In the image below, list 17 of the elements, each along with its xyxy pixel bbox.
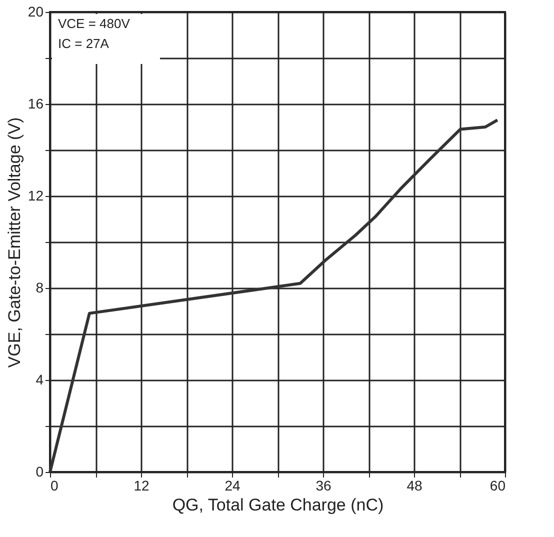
line-series xyxy=(48,118,499,474)
y-tick-label: 12 xyxy=(28,188,44,204)
y-tick-label: 0 xyxy=(36,464,44,480)
x-tick-label: 36 xyxy=(316,478,332,494)
x-tick-label: 48 xyxy=(406,478,422,494)
x-tick-label: 24 xyxy=(224,478,240,494)
x-tick-label: 60 xyxy=(490,478,506,494)
y-tick-label: 8 xyxy=(36,280,44,296)
y-tick-label: 4 xyxy=(36,372,44,388)
y-tick-label: 16 xyxy=(28,96,44,112)
y-axis-title: VGE, Gate-to-Emitter Voltage (V) xyxy=(4,117,24,368)
x-tick-label: 0 xyxy=(50,478,58,494)
x-axis-title: QG, Total Gate Charge (nC) xyxy=(172,496,384,514)
y-tick-label: 20 xyxy=(28,4,44,20)
x-tick-label: 12 xyxy=(134,478,150,494)
annotation: VCE = 480V xyxy=(58,16,130,31)
annotation: IC = 27A xyxy=(58,36,110,51)
